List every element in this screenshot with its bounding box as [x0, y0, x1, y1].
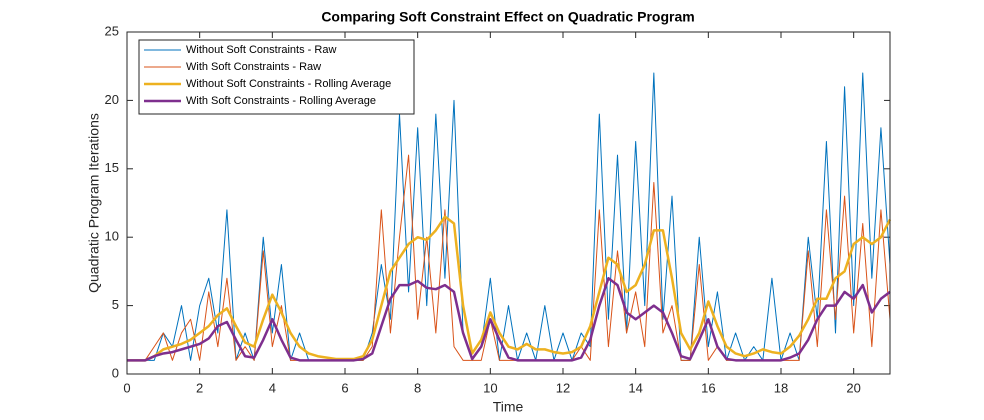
series-line [127, 215, 892, 362]
legend-box [138, 39, 415, 115]
legend-label: Without Soft Constraints - Rolling Avera… [186, 78, 391, 90]
y-axis-label: Quadratic Program Iterations [86, 113, 102, 293]
legend-label: With Soft Constraints - Rolling Average [186, 95, 376, 107]
legend: Without Soft Constraints - Raw With Soft … [138, 39, 415, 115]
x-tick-label: 16 [701, 380, 715, 395]
y-tick-label: 0 [112, 365, 119, 380]
x-tick-label: 8 [414, 380, 421, 395]
x-tick-label: 4 [269, 380, 276, 395]
legend-label: With Soft Constraints - Raw [186, 61, 321, 73]
series-line [127, 276, 891, 362]
x-tick-label: 20 [846, 380, 860, 395]
y-tick-label: 25 [105, 23, 119, 38]
y-tick-label: 5 [112, 297, 119, 312]
y-tick-label: 10 [105, 229, 119, 244]
legend-label: Without Soft Constraints - Raw [186, 44, 336, 56]
y-tick-label: 15 [105, 160, 119, 175]
x-tick-label: 2 [196, 380, 203, 395]
x-tick-label: 6 [341, 380, 348, 395]
x-tick-label: 0 [123, 380, 130, 395]
x-tick-label: 14 [628, 380, 642, 395]
x-tick-label: 12 [556, 380, 570, 395]
chart-title: Comparing Soft Constraint Effect on Quad… [321, 9, 694, 25]
x-tick-label: 10 [483, 380, 497, 395]
x-axis-label: Time [493, 399, 524, 415]
x-tick-label: 18 [774, 380, 788, 395]
plot-frame [126, 31, 891, 375]
y-tick-label: 20 [105, 92, 119, 107]
